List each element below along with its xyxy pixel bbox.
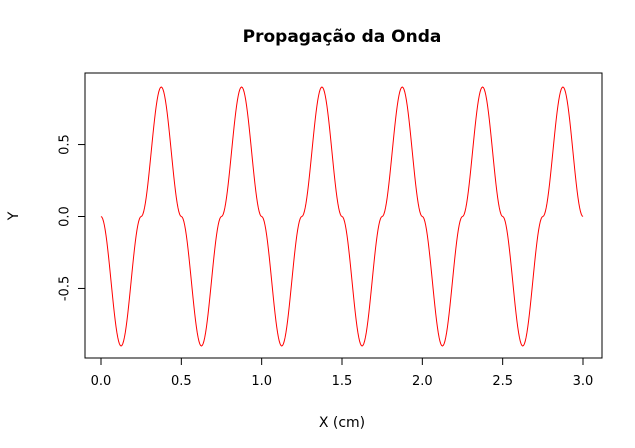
chart-title: Propagação da Onda: [243, 27, 442, 47]
x-tick-label: 0.0: [91, 374, 112, 389]
y-tick-label: 0.0: [58, 206, 73, 227]
y-tick-label: -0.5: [58, 276, 73, 301]
series-line: [100, 86, 584, 347]
x-tick-label: 1.5: [332, 374, 353, 389]
x-axis: 0.0 0.5 1.0 1.5 2.0 2.5 3.0: [91, 357, 594, 389]
y-tick-label: 0.5: [58, 134, 73, 155]
x-axis-label: X (cm): [319, 415, 365, 431]
x-tick-label: 2.5: [492, 374, 513, 389]
x-tick-label: 1.0: [251, 374, 272, 389]
y-axis: -0.5 0.0 0.5: [58, 134, 86, 301]
x-tick-label: 2.0: [412, 374, 433, 389]
y-axis-label: Y: [6, 211, 22, 221]
x-tick-label: 0.5: [171, 374, 192, 389]
x-tick-label: 3.0: [573, 374, 594, 389]
plot-box: [84, 72, 603, 359]
